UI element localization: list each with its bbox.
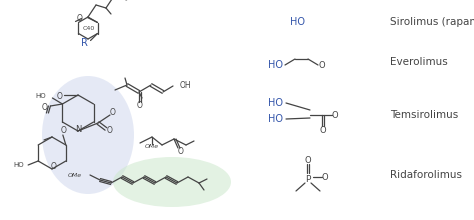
Text: HO: HO bbox=[14, 162, 24, 168]
Ellipse shape bbox=[42, 76, 134, 194]
Text: O: O bbox=[137, 101, 143, 110]
Text: HO: HO bbox=[268, 60, 283, 70]
Text: HO: HO bbox=[268, 114, 283, 124]
Text: O: O bbox=[322, 172, 328, 182]
Text: O: O bbox=[319, 125, 326, 134]
Text: Sirolimus (rapamycin): Sirolimus (rapamycin) bbox=[390, 17, 474, 27]
Text: HO: HO bbox=[290, 17, 305, 27]
Text: O: O bbox=[41, 103, 47, 112]
Text: HO: HO bbox=[268, 98, 283, 108]
Text: O: O bbox=[77, 14, 82, 23]
Ellipse shape bbox=[113, 157, 231, 207]
Text: OMe: OMe bbox=[145, 143, 159, 148]
Text: O: O bbox=[61, 125, 67, 134]
Text: O: O bbox=[110, 108, 116, 117]
Text: C40: C40 bbox=[83, 26, 95, 31]
Text: O: O bbox=[332, 110, 338, 119]
Text: Ridaforolimus: Ridaforolimus bbox=[390, 170, 462, 180]
Text: O: O bbox=[107, 125, 113, 134]
Text: O: O bbox=[57, 92, 63, 101]
Text: N: N bbox=[75, 125, 81, 134]
Text: R: R bbox=[81, 37, 88, 48]
Text: O: O bbox=[319, 61, 325, 70]
Text: Everolimus: Everolimus bbox=[390, 57, 448, 67]
Text: O: O bbox=[51, 161, 57, 170]
Text: P: P bbox=[305, 174, 310, 183]
Text: OH: OH bbox=[180, 81, 191, 90]
Text: O: O bbox=[178, 147, 184, 156]
Text: OMe: OMe bbox=[68, 172, 82, 178]
Text: O: O bbox=[305, 156, 311, 165]
Text: HO: HO bbox=[36, 93, 46, 99]
Text: Temsirolimus: Temsirolimus bbox=[390, 110, 458, 120]
